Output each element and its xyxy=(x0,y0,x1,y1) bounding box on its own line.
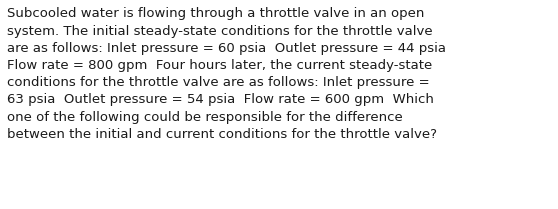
Text: Subcooled water is flowing through a throttle valve in an open
system. The initi: Subcooled water is flowing through a thr… xyxy=(7,7,446,141)
